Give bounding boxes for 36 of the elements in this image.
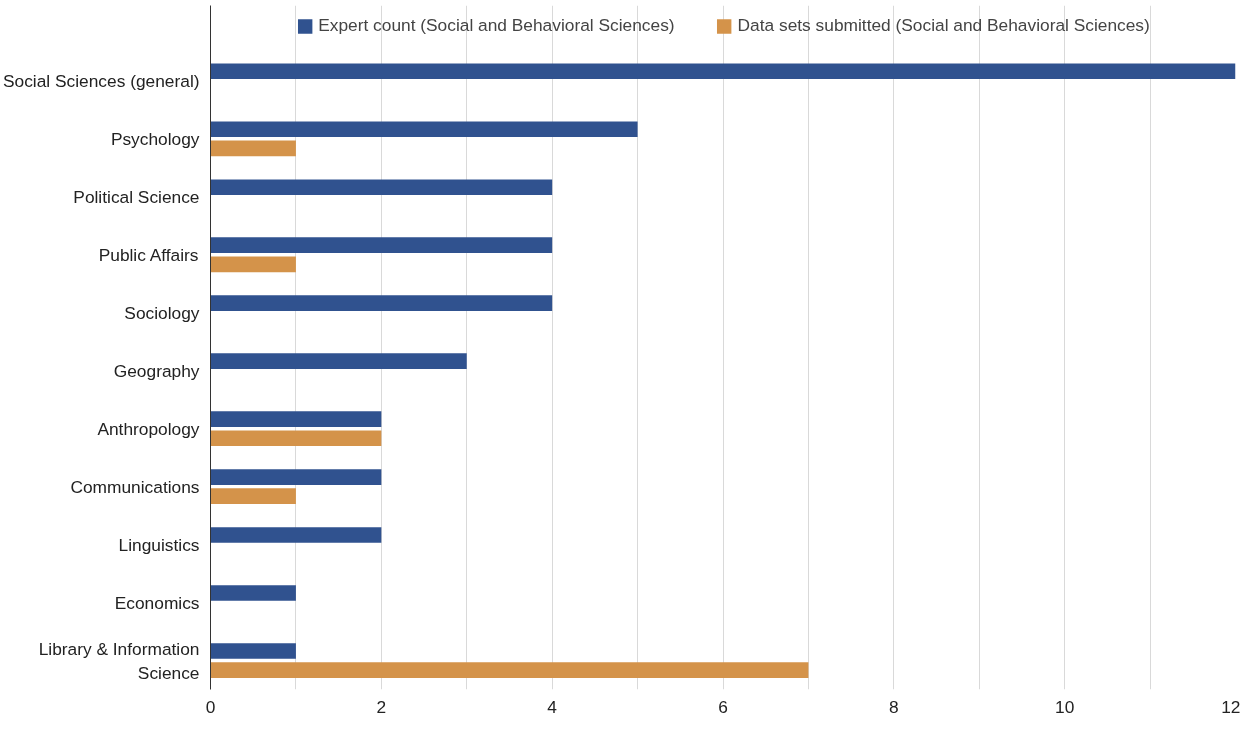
x-tick-label: 4 [547,696,558,717]
bar [210,488,296,505]
bar [210,140,296,157]
bar [210,411,382,427]
bar [210,295,553,311]
legend-label: Data sets submitted (Social and Behavioral Sciences) [737,15,1150,36]
bar [210,469,382,485]
bar [210,527,382,543]
x-tick-label: 10 [1055,696,1075,717]
x-tick-label: 2 [376,696,387,717]
x-tick-label: 12 [1221,696,1241,717]
y-tick-label: Anthropology [97,418,200,439]
bar [210,643,296,659]
bar [210,430,382,447]
y-tick-label: Social Sciences (general) [3,70,200,91]
y-tick-label: Public Affairs [98,244,199,265]
bar [210,353,467,369]
x-tick-label: 6 [718,696,728,717]
x-tick-label: 8 [889,696,899,717]
y-tick-label: Geography [113,360,200,381]
y-tick-label: Psychology [110,128,200,149]
y-tick-label: Communications [70,476,200,497]
bar [210,237,553,254]
y-tick-label: Linguistics [118,534,200,555]
x-tick-label: 0 [205,696,216,717]
bar [210,63,1236,80]
bar [210,256,296,273]
y-tick-label: Economics [114,592,200,613]
y-tick-label: Library & Information Science [38,638,200,683]
y-tick-label: Sociology [124,302,200,323]
bar [210,662,809,678]
bar [210,585,296,601]
bar [210,121,638,138]
y-tick-label: Political Science [73,186,200,207]
legend-label: Expert count (Social and Behavioral Sciences) [318,15,675,36]
bar [210,179,553,196]
